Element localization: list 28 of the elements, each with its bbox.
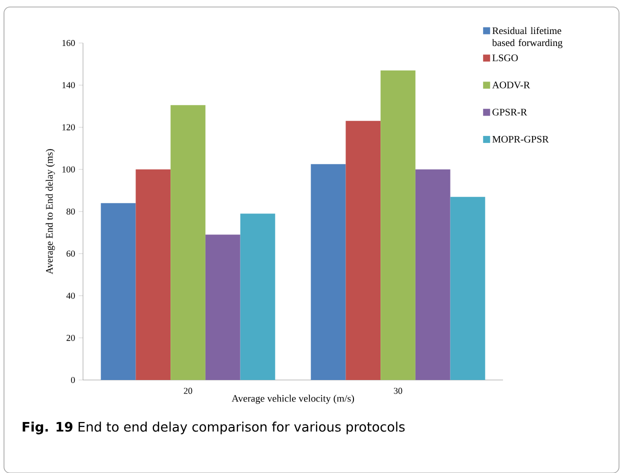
legend-label: GPSR-R (492, 108, 528, 116)
legend-label: AODV-R (492, 81, 530, 88)
y-tick-label: 40 (66, 292, 75, 299)
legend-label: Residual lifetime based forwarding (492, 26, 562, 48)
y-axis-title: Average End to End delay (ms) (46, 148, 55, 274)
bar (205, 234, 240, 380)
y-tick-label: 0 (71, 376, 75, 383)
bar (346, 120, 381, 380)
x-tick-label: 30 (394, 388, 402, 394)
x-axis-title: Average vehicle velocity (m/s) (232, 394, 354, 404)
y-tick-label: 20 (66, 334, 75, 341)
bar (170, 104, 206, 380)
legend-label: LSGO (492, 54, 518, 62)
bar (380, 70, 416, 380)
bar (136, 169, 171, 380)
y-tick-label: 140 (62, 82, 75, 88)
bar (100, 202, 136, 380)
y-tick-label: 80 (66, 208, 75, 214)
bar (240, 213, 276, 380)
bar (415, 169, 450, 380)
y-tick-label: 160 (62, 40, 75, 46)
y-tick-label: 100 (62, 166, 75, 172)
bar (450, 196, 486, 380)
y-tick-label: 60 (66, 250, 75, 256)
legend-label: MOPR-GPSR (492, 136, 549, 142)
text: Fig. 19 End to end delay comparison for various protocols (22, 421, 405, 434)
y-tick-label: 120 (62, 124, 75, 130)
bar (310, 164, 346, 380)
